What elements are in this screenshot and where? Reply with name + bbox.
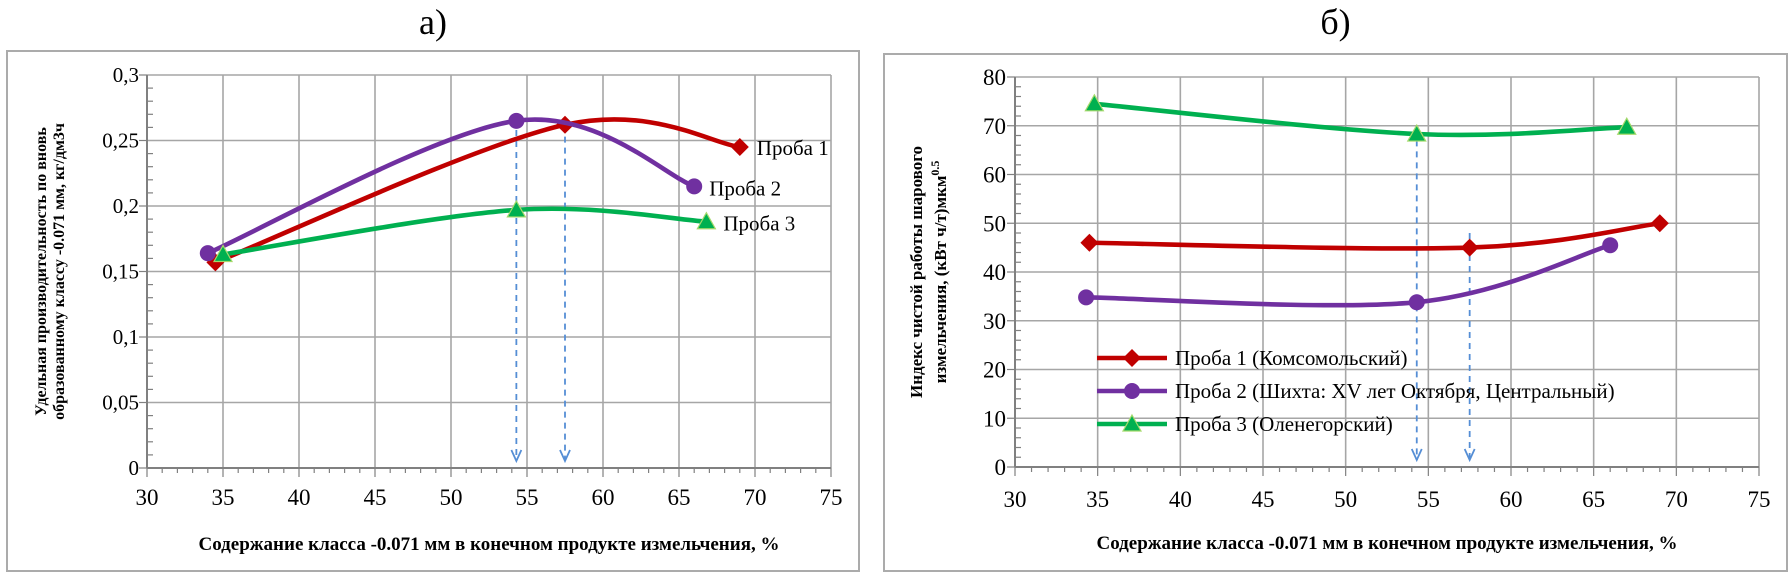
- y-tick-label: 0,1: [113, 325, 139, 349]
- series-3-end-label: Проба 3: [723, 212, 795, 236]
- x-tick-label: 35: [1086, 487, 1109, 512]
- gridlines: [147, 74, 832, 468]
- series-1-marker: [1460, 238, 1479, 257]
- x-tick-label: 50: [440, 485, 463, 510]
- y-tick-label: 20: [983, 358, 1006, 383]
- legend-label: Проба 1 (Комсомольский): [1175, 346, 1408, 370]
- series-1-line: [1087, 221, 1663, 251]
- series-3-marker: [212, 244, 234, 263]
- series-2-line: [205, 117, 697, 256]
- y-tick-label: 10: [983, 406, 1006, 431]
- series-2-end-label: Проба 2: [709, 176, 781, 200]
- series-2-marker: [199, 245, 216, 262]
- y-tick-label: 30: [983, 309, 1006, 334]
- y-tick-label: 0,3: [113, 63, 139, 87]
- y-tick-label: 0: [995, 455, 1007, 480]
- y-tick-label: 0,05: [102, 391, 139, 415]
- series-2-marker: [1408, 294, 1425, 311]
- dashed-arrow-head-1: [510, 449, 523, 464]
- series-2: Проба 2: [199, 112, 781, 262]
- dashed-arrow-head-2: [559, 449, 571, 464]
- x-tick-label: 65: [1582, 487, 1605, 512]
- series-2-marker: [1078, 289, 1095, 306]
- x-tick-label: 40: [1169, 487, 1192, 512]
- x-axis-title: Содержание класса -0.071 мм в конечном п…: [199, 534, 780, 555]
- gridlines: [1015, 76, 1760, 467]
- chart-panel-b: 30 35 40 45 50 55 60 65 70 75 0 10 20 30 40 50 60 70 80 Про…: [883, 53, 1788, 572]
- y-tick-label: 0: [129, 456, 140, 480]
- series-3: [1084, 93, 1637, 142]
- legend-label: Проба 2 (Шихта: XV лет Октября, Централь…: [1175, 379, 1615, 403]
- y-tick-label: 50: [983, 211, 1006, 236]
- y-tick-label: 80: [983, 65, 1006, 90]
- x-tick-label: 40: [288, 485, 311, 510]
- y-axis-title-line-2: образованному классу -0.071 мм, кг/дм3ч: [51, 123, 68, 420]
- y-tick-label: 40: [983, 260, 1006, 285]
- series-2: [1078, 237, 1619, 311]
- ticks: [1007, 76, 1760, 476]
- tick-labels: 30 35 40 45 50 55 60 65 70 75 0 0,05 0,1 0,15 0,2 0,25 0…: [102, 63, 842, 510]
- x-tick-label: 70: [1665, 487, 1688, 512]
- legend-label: Проба 3 (Оленегорский): [1175, 412, 1393, 436]
- series-1-marker: [730, 138, 749, 157]
- y-tick-label: 0,2: [113, 194, 139, 218]
- series-1: [1080, 214, 1669, 257]
- dashed-arrow-head-1: [1410, 448, 1423, 463]
- panel-b-title: б): [1320, 2, 1351, 42]
- series-3-line: [220, 206, 709, 257]
- y-tick-label: 0,15: [102, 260, 139, 284]
- y-tick-label: 70: [983, 114, 1006, 139]
- y-axis-title-line-2: измельчения, (кВт ч/т)мкм0.5: [928, 161, 950, 384]
- series-3-marker: [506, 199, 527, 218]
- legend-marker: [1123, 349, 1141, 367]
- x-tick-label: 55: [516, 485, 539, 510]
- x-tick-label: 45: [1252, 487, 1275, 512]
- x-tick-label: 30: [136, 485, 159, 510]
- series-3-marker: [1406, 123, 1427, 142]
- dashed-arrows: [510, 130, 571, 464]
- legend: Проба 1 (Комсомольский) Проба 2 (Шихта: X…: [1097, 346, 1615, 436]
- legend-marker: [1121, 413, 1143, 432]
- y-tick-label: 0,25: [102, 129, 139, 153]
- y-axis-title-line-1: Индекс чистой работы шарового: [907, 146, 926, 398]
- x-tick-label: 65: [668, 485, 691, 510]
- x-tick-label: 30: [1004, 487, 1027, 512]
- series-3-line: [1092, 101, 1629, 138]
- series-3-marker: [696, 211, 717, 230]
- x-tick-label: 45: [364, 485, 387, 510]
- series-2-marker: [508, 112, 525, 129]
- x-tick-label: 75: [1748, 487, 1771, 512]
- chart-b-svg: 30 35 40 45 50 55 60 65 70 75 0 10 20 30 40 50 60 70 80 Про…: [907, 65, 1771, 554]
- x-tick-label: 60: [1500, 487, 1523, 512]
- series-1-marker: [1080, 233, 1099, 252]
- series-1-end-label: Проба 1: [757, 136, 829, 160]
- tick-labels: 30 35 40 45 50 55 60 65 70 75 0 10 20 30 40 50 60 70 80: [983, 65, 1771, 512]
- y-axis-title-line-1: Удельная производительность по вновь: [33, 127, 50, 416]
- x-tick-label: 75: [820, 485, 843, 510]
- series-1-line: [213, 117, 743, 265]
- series-2-marker: [1602, 237, 1619, 254]
- series-3-marker: [1084, 93, 1105, 112]
- series-2-line: [1083, 242, 1613, 308]
- x-tick-label: 60: [592, 485, 615, 510]
- chart-a-svg: 30 35 40 45 50 55 60 65 70 75 0 0,05 0,1 0,15 0,2 0,25 0…: [33, 63, 843, 555]
- legend-marker: [1124, 383, 1140, 399]
- dashed-arrow-head-2: [1463, 448, 1476, 463]
- panel-a-title: а): [419, 2, 447, 42]
- chart-panel-a: 30 35 40 45 50 55 60 65 70 75 0 0,05 0,1 0,15 0,2 0,25 0…: [6, 50, 860, 572]
- series-1-marker: [1650, 214, 1669, 233]
- series-2-marker: [686, 178, 703, 195]
- x-tick-label: 55: [1417, 487, 1440, 512]
- series-3: Проба 3: [212, 199, 795, 263]
- ticks: [139, 74, 832, 477]
- y-tick-label: 60: [983, 163, 1006, 188]
- x-tick-label: 70: [744, 485, 767, 510]
- x-tick-label: 35: [212, 485, 235, 510]
- series-3-marker: [1616, 116, 1637, 135]
- x-axis-title: Содержание класса -0.071 мм в конечном п…: [1097, 533, 1678, 554]
- x-tick-label: 50: [1334, 487, 1357, 512]
